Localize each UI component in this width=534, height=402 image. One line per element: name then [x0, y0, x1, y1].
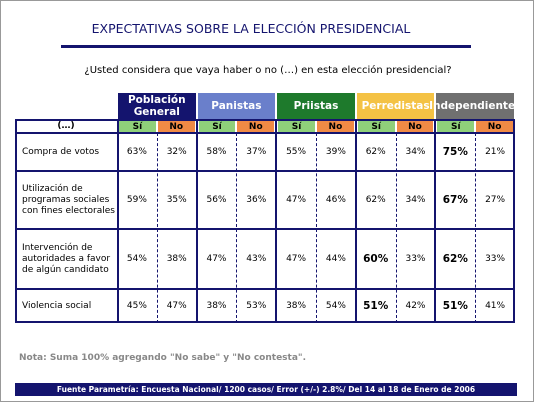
- row-rule: [15, 288, 515, 290]
- value-cell: 37%: [246, 147, 267, 157]
- row-rule: [15, 132, 515, 134]
- value-cell: 33%: [485, 254, 506, 264]
- yes-header: Sí: [437, 121, 475, 133]
- value-cell: 41%: [485, 301, 506, 311]
- value-cell: 59%: [126, 195, 147, 205]
- row-label: Intervención de autoridades a favor de a…: [22, 242, 111, 275]
- corner: (…): [57, 121, 75, 131]
- row-rule: [15, 170, 515, 172]
- value-cell: 62%: [365, 147, 386, 157]
- yes-header: Sí: [119, 121, 156, 133]
- no-header: No: [396, 121, 434, 133]
- column-rule: [117, 119, 119, 323]
- value-cell: 21%: [485, 147, 506, 157]
- column-rule: [275, 119, 278, 323]
- value-cell: 51%: [442, 300, 468, 312]
- value-cell: 34%: [405, 147, 426, 157]
- row-rule: [15, 228, 515, 230]
- yes-header: Sí: [198, 121, 236, 133]
- no-header: No: [237, 121, 275, 133]
- value-cell: 75%: [442, 146, 468, 158]
- column-rule: [354, 119, 357, 323]
- value-cell: 56%: [206, 195, 227, 205]
- value-cell: 45%: [126, 301, 147, 311]
- value-cell: 62%: [442, 253, 468, 265]
- value-cell: 38%: [166, 254, 187, 264]
- value-cell: 42%: [405, 301, 426, 311]
- column-rule: [434, 119, 437, 323]
- value-cell: 32%: [166, 147, 187, 157]
- column-rule: [195, 119, 198, 323]
- value-cell: 44%: [325, 254, 346, 264]
- value-cell: 67%: [442, 194, 468, 206]
- group-header: Independientes: [429, 93, 521, 119]
- row-label: Violencia social: [22, 300, 92, 311]
- yes-header: Sí: [357, 121, 395, 133]
- question: ¿Usted considera que vaya haber o no (…)…: [84, 65, 452, 76]
- value-cell: 60%: [363, 253, 389, 265]
- value-cell: 39%: [325, 147, 346, 157]
- group-header: Población General: [118, 93, 196, 119]
- value-cell: 36%: [246, 195, 267, 205]
- value-cell: 47%: [286, 195, 307, 205]
- row-label: Utilización de programas sociales con fi…: [22, 183, 115, 216]
- value-cell: 58%: [206, 147, 227, 157]
- value-cell: 62%: [365, 195, 386, 205]
- value-cell: 55%: [286, 147, 307, 157]
- value-cell: 47%: [206, 254, 227, 264]
- value-cell: 63%: [126, 147, 147, 157]
- value-cell: 38%: [286, 301, 307, 311]
- value-cell: 33%: [405, 254, 426, 264]
- value-cell: 35%: [166, 195, 187, 205]
- table-frame: [15, 119, 515, 323]
- value-cell: 47%: [166, 301, 187, 311]
- group-header: Perredistas: [356, 93, 435, 119]
- no-header: No: [157, 121, 195, 133]
- footer: Fuente Parametría: Encuesta Nacional/ 12…: [15, 383, 517, 396]
- value-cell: 54%: [325, 301, 346, 311]
- group-header: Priistas: [277, 93, 355, 119]
- group-header: Panistas: [197, 93, 276, 119]
- title: EXPECTATIVAS SOBRE LA ELECCIÓN PRESIDENC…: [91, 21, 411, 36]
- no-header: No: [476, 121, 513, 133]
- value-cell: 54%: [126, 254, 147, 264]
- value-cell: 51%: [363, 300, 389, 312]
- value-cell: 46%: [325, 195, 346, 205]
- value-cell: 38%: [206, 301, 227, 311]
- no-header: No: [317, 121, 354, 133]
- value-cell: 27%: [485, 195, 506, 205]
- yes-header: Sí: [278, 121, 315, 133]
- value-cell: 53%: [246, 301, 267, 311]
- value-cell: 47%: [286, 254, 307, 264]
- title-rule: [61, 45, 471, 48]
- value-cell: 34%: [405, 195, 426, 205]
- note: Nota: Suma 100% agregando "No sabe" y "N…: [19, 353, 307, 363]
- row-label: Compra de votos: [22, 146, 100, 157]
- value-cell: 43%: [246, 254, 267, 264]
